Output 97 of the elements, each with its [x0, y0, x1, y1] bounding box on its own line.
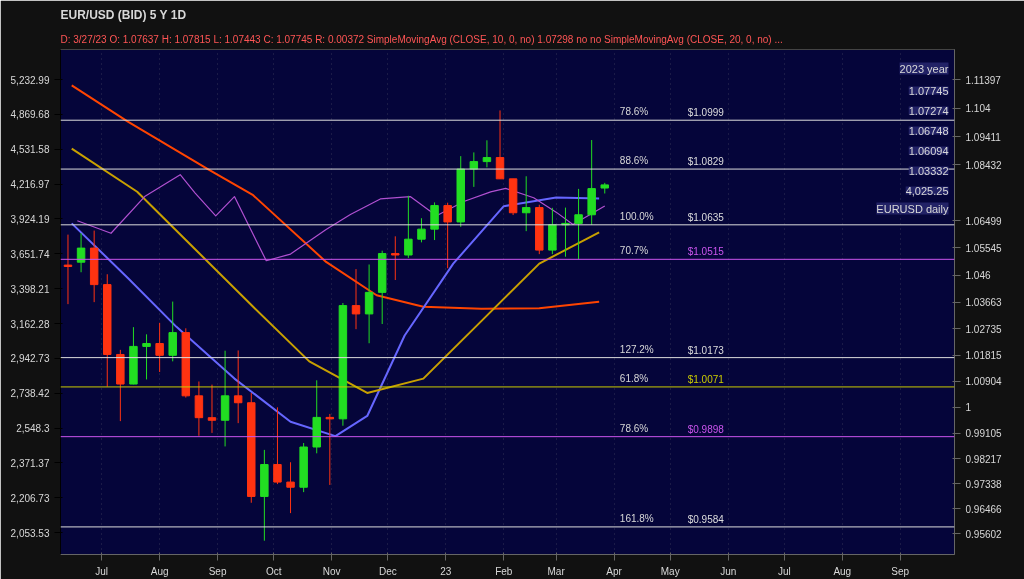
y2-tick-label: 2,942.73: [10, 353, 50, 365]
y-tick-label: 1.00904: [965, 376, 1003, 388]
x-tick-label: 23: [440, 565, 452, 577]
annotation: 2023 year: [899, 62, 949, 75]
x-tick-label: Sep: [208, 565, 227, 577]
annotation: 61.8%: [619, 372, 649, 384]
y2-tick-label: 3,162.28: [10, 318, 50, 330]
annotation: 4,025.25: [905, 184, 949, 197]
annotation: 78.6%: [619, 106, 649, 118]
x-tick-label: Dec: [378, 565, 397, 577]
y-tick-label: 1.02735: [965, 323, 1003, 335]
x-tick-label: Jul: [95, 565, 109, 577]
ref-line-label: $1.0515: [687, 246, 725, 258]
candlestick: [391, 235, 400, 281]
y2-tick-label: 2,738.42: [10, 388, 50, 400]
candlestick: [168, 301, 177, 362]
y-tick-label: 1.03663: [965, 297, 1003, 309]
candlestick: [286, 461, 295, 514]
annotation: 1.03332: [908, 164, 949, 177]
ref-line-label: $1.0999: [687, 107, 725, 119]
candlestick: [233, 349, 243, 424]
y-tick-label: 1.06499: [965, 215, 1003, 227]
x-tick-label: Sep: [891, 565, 910, 577]
y-tick-label: 1.09411: [965, 131, 1002, 143]
y-tick-label: 0.95602: [965, 528, 1003, 540]
y2-tick-label: 2,371.37: [10, 457, 50, 469]
y-tick-label: 1.11397: [965, 74, 1002, 86]
line-series: [70, 84, 601, 310]
x-tick-label: Nov: [322, 565, 341, 577]
annotation: EURUSD daily: [876, 202, 949, 215]
candlestick: [404, 195, 413, 259]
y2-tick-label: 4,869.68: [10, 109, 50, 121]
x-tick-label: Apr: [606, 565, 623, 577]
x-tick-label: Jul: [777, 565, 791, 577]
x-tick-label: May: [660, 565, 680, 577]
y2-tick-label: 2,548.3: [16, 423, 50, 435]
chart-subtitle: D: 3/27/23 O: 1.07637 H: 1.07815 L: 1.07443 C: 1.07745 R: 0.00372 SimpleMovingAvg (CLOSE, 10, 0, no) 1.07298 no no SimpleMovingAvg (CLOSE, 20, 0, no) ...: [60, 33, 783, 45]
y-tick-label: 1.104: [965, 103, 991, 115]
y-tick-label: 0.98217: [965, 453, 1003, 465]
x-tick-label: Aug: [150, 565, 169, 577]
y-tick-label: 1: [965, 402, 972, 414]
y-tick-label: 0.97338: [965, 478, 1003, 490]
y-tick-label: 1.046: [965, 270, 991, 282]
annotation: 127.2%: [619, 343, 654, 355]
y2-tick-label: 5,232.99: [10, 74, 50, 86]
candlestick: [443, 202, 452, 269]
candlestick: [574, 188, 583, 260]
candlestick: [430, 201, 439, 241]
annotation: 78.6%: [619, 422, 649, 434]
annotation: 1.06748: [908, 124, 949, 137]
y2-tick-label: 4,216.97: [10, 179, 50, 191]
y-tick-label: 1.08432: [965, 159, 1003, 171]
x-tick-label: Mar: [547, 565, 566, 577]
ref-line-label: $1.0829: [687, 156, 725, 168]
y2-tick-label: 3,651.74: [10, 248, 50, 260]
candlestick: [482, 139, 492, 168]
candlestick: [417, 217, 426, 243]
x-tick-label: Feb: [495, 565, 513, 577]
y2-tick-label: 4,531.58: [10, 144, 50, 156]
y-tick-label: 0.96466: [965, 503, 1003, 515]
annotation: 88.6%: [619, 155, 649, 167]
ref-line-label: $1.0173: [687, 344, 725, 356]
annotation: 1.07745: [908, 84, 949, 97]
candlestick: [325, 413, 335, 486]
line-series: [70, 196, 601, 438]
annotation: 70.7%: [619, 245, 649, 257]
x-tick-label: Jun: [720, 565, 737, 577]
y-tick-label: 1.05545: [965, 242, 1003, 254]
y2-tick-label: 3,398.21: [10, 283, 50, 295]
candlestick: [521, 175, 531, 232]
annotation: 1.06094: [908, 144, 949, 157]
chart-title: EUR/USD (BID) 5 Y 1D: [60, 7, 187, 22]
y2-tick-label: 2,206.73: [10, 492, 50, 504]
ref-line-label: $0.9898: [687, 423, 725, 435]
ref-line-label: $1.0071: [687, 373, 725, 385]
candlestick: [273, 406, 282, 485]
candlestick: [76, 232, 86, 273]
annotation: 161.8%: [619, 512, 654, 524]
line-series: [76, 174, 606, 262]
candlestick: [194, 380, 204, 437]
y-tick-label: 0.99105: [965, 428, 1003, 440]
x-tick-label: Aug: [833, 565, 852, 577]
y2-tick-label: 3,924.19: [10, 213, 50, 225]
candlestick: [142, 333, 151, 380]
annotation: 1.07274: [908, 104, 949, 117]
candlestick: [351, 268, 361, 330]
x-tick-label: Oct: [265, 565, 282, 577]
line-series: [70, 147, 601, 394]
annotation: 100.0%: [619, 210, 654, 222]
y-tick-label: 1.01815: [965, 350, 1003, 362]
candlestick: [364, 263, 374, 344]
ref-line-label: $0.9584: [687, 513, 725, 525]
candlestick: [63, 234, 73, 305]
ref-line-label: $1.0635: [687, 211, 725, 223]
candlestick: [207, 384, 217, 434]
candlestick: [155, 322, 164, 373]
y2-tick-label: 2,053.53: [10, 527, 50, 539]
